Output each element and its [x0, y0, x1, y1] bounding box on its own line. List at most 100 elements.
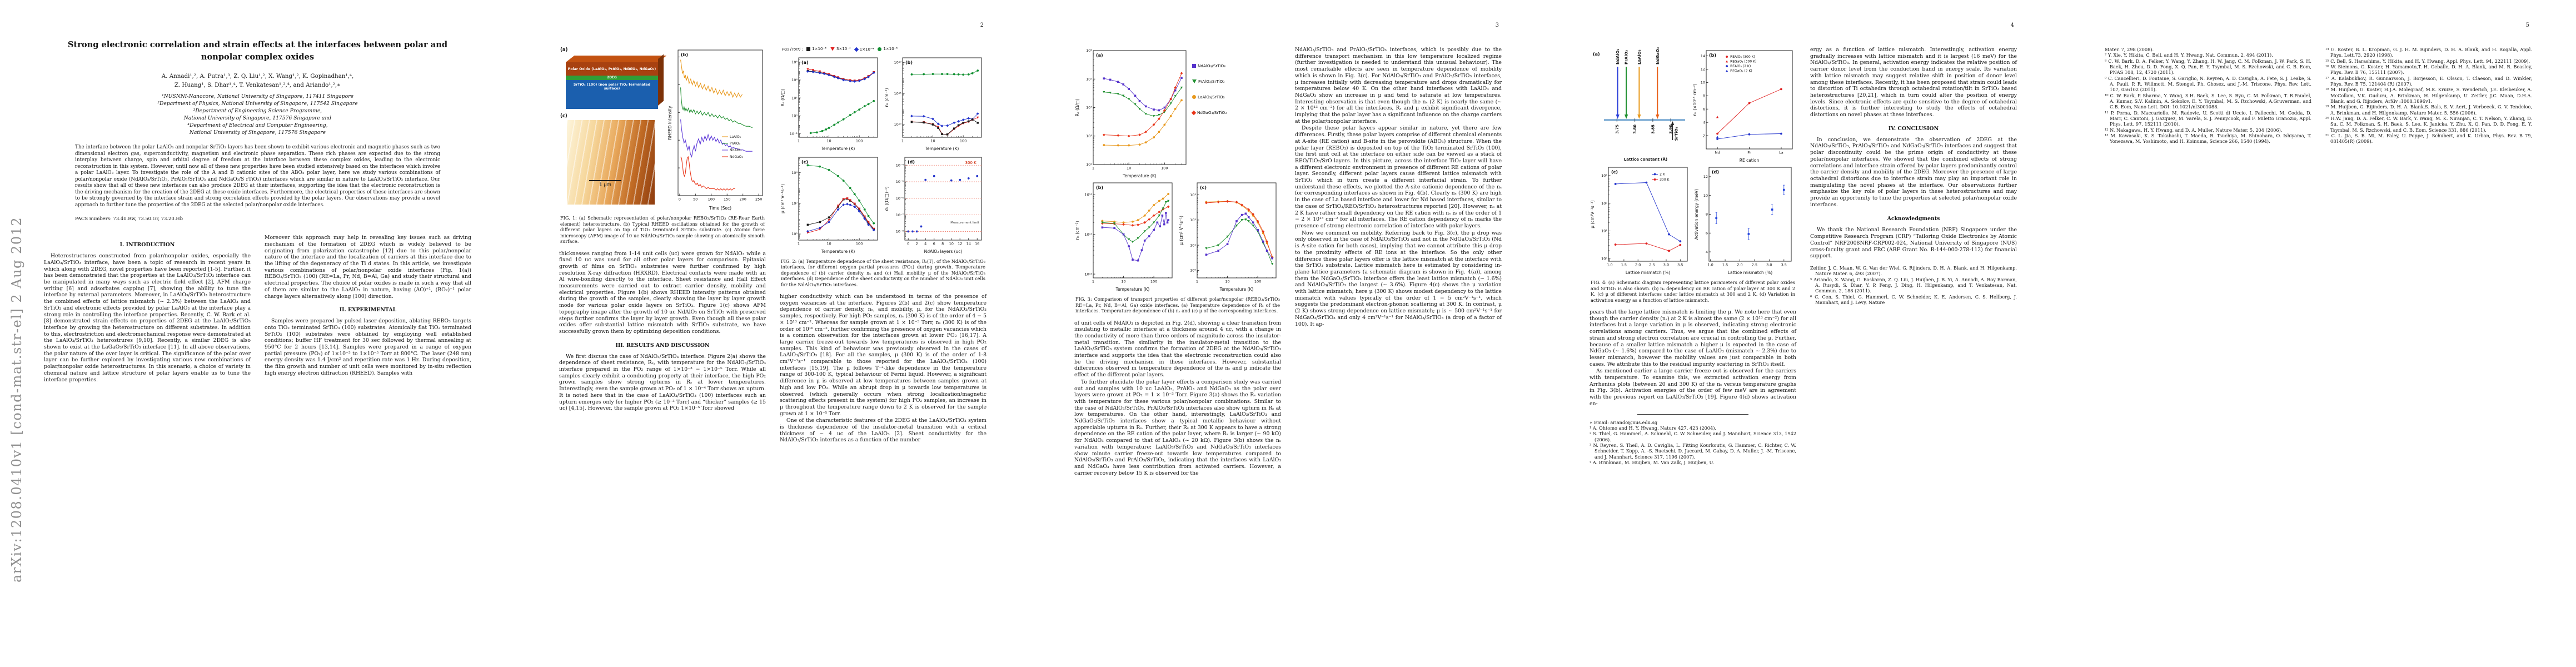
svg-text:PrAlO₃: PrAlO₃ — [1624, 50, 1629, 64]
page1-left-column: I. INTRODUCTION Heterostructures constru… — [44, 235, 251, 384]
svg-text:300 K: 300 K — [1660, 178, 1670, 182]
reference-entry: ⁵ Ariando, X. Wang, G. Baskaran, Z. Q. L… — [1810, 276, 2017, 294]
scale-bar-label: 1 μm — [599, 182, 611, 188]
page4-references-right: Zeitler, J. C. Maan, W. G. Van der Wiel,… — [1810, 265, 2017, 305]
page3-right-column: NdAlO₃/SrTiO₃ and PrAlO₃/SrTiO₃ interfac… — [1295, 47, 1502, 328]
fig4a-lattice-constant-schematic: (a) 3.75 3.80 3.85 3.90 NdAlO₃ PrAlO₃ LaAlO₃ NdG… — [1593, 47, 1685, 162]
arxiv-watermark: arXiv:1208.0410v1 [cond-mat.str-el] 2 Au… — [9, 216, 24, 583]
body-paragraph: pears that the large lattice mismatch is… — [1590, 309, 1796, 367]
svg-text:300 K: 300 K — [965, 160, 977, 165]
page-number: 5 — [2525, 22, 2529, 28]
reference-entry: ⁹ C. Cancellieri, D. Fontaine, S. Garigl… — [2105, 75, 2311, 93]
fig2-legend-title: PO₂ (Torr) : — [782, 47, 804, 52]
page4-col2-text-b: In conclusion, we demonstrate the observ… — [1810, 137, 2017, 208]
reference-entry: ³ N. Reyren, S. Theil, A. D. Caviglia, L… — [1590, 442, 1796, 460]
svg-text:(d): (d) — [908, 160, 915, 165]
fig2a-sheet-resistance-plot: 1 10 100 10⁻² 10⁰ 10² 10⁴ 10⁶ Temperature (K) Rₛ … — [780, 57, 878, 151]
legend-item: PrAlO₃/SrTiO₃ — [1192, 79, 1227, 84]
svg-text:Temperature (K): Temperature (K) — [821, 146, 855, 151]
authors-line-1: A. Annadi¹,², A. Putra¹,³, Z. Q. Liu¹,²,… — [161, 72, 354, 79]
body-paragraph: We first discuss the case of NdAlO₃/SrTi… — [559, 353, 766, 412]
svg-text:(c): (c) — [1611, 170, 1618, 175]
fig3b-carrier-density-plot: 1 10 100 10¹² 10¹³ 10¹⁴ Temperature (K) nₛ (cm⁻… — [1075, 182, 1173, 292]
svg-text:σₛ ((Ω/□)⁻¹): σₛ ((Ω/□)⁻¹) — [884, 186, 889, 211]
svg-text:14: 14 — [966, 241, 971, 246]
svg-text:16: 16 — [975, 241, 979, 246]
svg-text:10⁰: 10⁰ — [791, 232, 798, 236]
svg-text:10⁰: 10⁰ — [1190, 268, 1196, 273]
svg-text:100: 100 — [1254, 280, 1261, 284]
affiliation-line: ⁴Department of Electrical and Computer E… — [187, 122, 328, 128]
body-paragraph: NdAlO₃/SrTiO₃ and PrAlO₃/SrTiO₃ interfac… — [1295, 47, 1502, 125]
svg-text:10⁻⁵: 10⁻⁵ — [896, 180, 904, 184]
reference-entry: Mater. 7, 298 (2008). — [2105, 47, 2154, 52]
reference-entry: ²¹ C. L. Jia, S. B. Mi, M. Faley, U. Pop… — [2325, 132, 2532, 145]
authors-line-2: Z. Huang¹, S. Dhar¹,⁴, T. Venkatesan¹,²,… — [174, 81, 341, 88]
svg-text:2.5: 2.5 — [1649, 263, 1655, 267]
svg-text:μ (cm² V⁻¹s⁻¹): μ (cm² V⁻¹s⁻¹) — [780, 184, 785, 213]
svg-text:10: 10 — [826, 138, 831, 143]
svg-text:(b): (b) — [1709, 53, 1716, 58]
fig3c-mobility-plot: 1 10 100 10⁰ 10¹ 10² 10³ Temperature (K) μ (cm² … — [1179, 182, 1277, 292]
svg-text:10²: 10² — [791, 201, 798, 206]
fig2b-carrier-density-plot: 1 10 100 10¹³ 10¹⁵ 10¹⁷ Temperature (K) nₛ (cm⁻… — [884, 57, 982, 151]
svg-text:LaAlO₃: LaAlO₃ — [1637, 49, 1642, 64]
reference-entry: ¹⁹ M. Huijben, G. Rijinders, D. H. A. Bl… — [2325, 104, 2532, 116]
svg-text:10⁻⁴: 10⁻⁴ — [896, 163, 904, 167]
page4-right-column: ergy as a function of lattice mismatch. … — [1810, 47, 2017, 305]
svg-text:10: 10 — [1127, 166, 1131, 171]
legend-marker-icon — [830, 47, 835, 51]
fig1b-rheed-oscillations-plot: 0 50 100 150 200 250 Time (Sec) RHEED Intensity… — [667, 49, 763, 211]
reference-entry: ¹³ M. Kawasaki, K. S. Takahashi, T. Maed… — [2105, 132, 2311, 145]
svg-text:(c): (c) — [801, 160, 808, 165]
page3-col2-text-b: Despite these polar layers appear simila… — [1295, 125, 1502, 327]
svg-text:Lattice mismatch (%): Lattice mismatch (%) — [1728, 270, 1772, 275]
svg-text:150: 150 — [724, 197, 730, 202]
body-paragraph: We thank the National Research Foundatio… — [1810, 227, 2017, 260]
svg-text:3.5: 3.5 — [1781, 263, 1787, 267]
svg-text:3.0: 3.0 — [1766, 263, 1772, 267]
body-paragraph: Now we comment on mobility. Referring ba… — [1295, 230, 1502, 327]
page5-left-column: Mater. 7, 298 (2008). ⁷ Y. Xie, Y. Hikita… — [2105, 47, 2311, 145]
svg-text:10³: 10³ — [1601, 173, 1607, 178]
paper-title: Strong electronic correlation and strain… — [67, 40, 448, 62]
svg-text:100: 100 — [1161, 166, 1168, 171]
page3-content: 1 10 100 10² 10³ 10⁴ 10⁵ 10⁶ Temperature (K) Rₛ (… — [1074, 47, 1502, 477]
svg-text:6: 6 — [933, 241, 935, 246]
svg-text:NdGaO₃: NdGaO₃ — [1655, 47, 1660, 64]
svg-text:Time (Sec): Time (Sec) — [709, 206, 731, 211]
affiliation-line: National University of Singapore, 117576… — [189, 130, 326, 136]
svg-text:(b): (b) — [681, 52, 688, 57]
page4-col1-text-a: pears that the large lattice mismatch is… — [1590, 309, 1796, 367]
reference-entry: ¹⁶ W. Siemons, G. Koster, H. Yamamoto,T.… — [2325, 63, 2532, 76]
svg-text:RHEED Intensity: RHEED Intensity — [667, 106, 672, 140]
page1-col1-text: Heterostructures constructed from polar/… — [44, 253, 251, 383]
svg-text:2: 2 — [916, 241, 918, 246]
legend-item: 1×10⁻⁴ — [854, 47, 874, 52]
slab-side-face — [658, 54, 664, 106]
svg-text:2.0: 2.0 — [1635, 263, 1641, 267]
reference-entry: ¹⁴ G. Koster, B. L. Kropman, G. J. H. M.… — [2325, 47, 2532, 58]
svg-text:3.90: 3.90 — [1669, 125, 1673, 134]
svg-text:10¹⁴: 10¹⁴ — [1085, 193, 1093, 197]
svg-text:(a): (a) — [1593, 52, 1600, 57]
svg-text:0: 0 — [679, 197, 681, 202]
svg-text:8: 8 — [941, 241, 944, 246]
svg-text:10⁰: 10⁰ — [1601, 256, 1607, 261]
svg-text:Rₛ (Ω/□): Rₛ (Ω/□) — [1075, 99, 1080, 117]
legend-item: 3×10⁻⁴ — [830, 47, 851, 51]
svg-text:10⁻²: 10⁻² — [790, 131, 798, 136]
reference-entry: ²⁰ H.W. Jang, D. A. Felker, C. W. Bark, … — [2325, 115, 2532, 133]
svg-text:REGaO₃ (300 K): REGaO₃ (300 K) — [1730, 60, 1756, 64]
svg-text:3.80: 3.80 — [1633, 125, 1637, 134]
svg-text:SrTiO₃: SrTiO₃ — [1673, 127, 1678, 141]
reference-entry: ⁷ Y. Xie, Y. Hikita, C. Bell, and H. Y. … — [2105, 52, 2273, 58]
affiliation-line: National University of Singapore, 117576… — [183, 115, 332, 121]
page-1: arXiv:1208.0410v1 [cond-mat.str-el] 2 Au… — [0, 0, 515, 667]
page-number: 2 — [980, 22, 984, 28]
fig4d-activation-energy-plot: 1.0 1.5 2.0 2.5 3.0 3.5 4 6 8 10 12 Lattice mismatc… — [1694, 167, 1792, 275]
svg-text:3.5: 3.5 — [1677, 263, 1683, 267]
fig3a-sheet-resistance-plot: 1 10 100 10² 10³ 10⁴ 10⁵ 10⁶ Temperature (K) Rₛ (… — [1075, 48, 1187, 178]
svg-text:10¹⁷: 10¹⁷ — [894, 60, 902, 64]
